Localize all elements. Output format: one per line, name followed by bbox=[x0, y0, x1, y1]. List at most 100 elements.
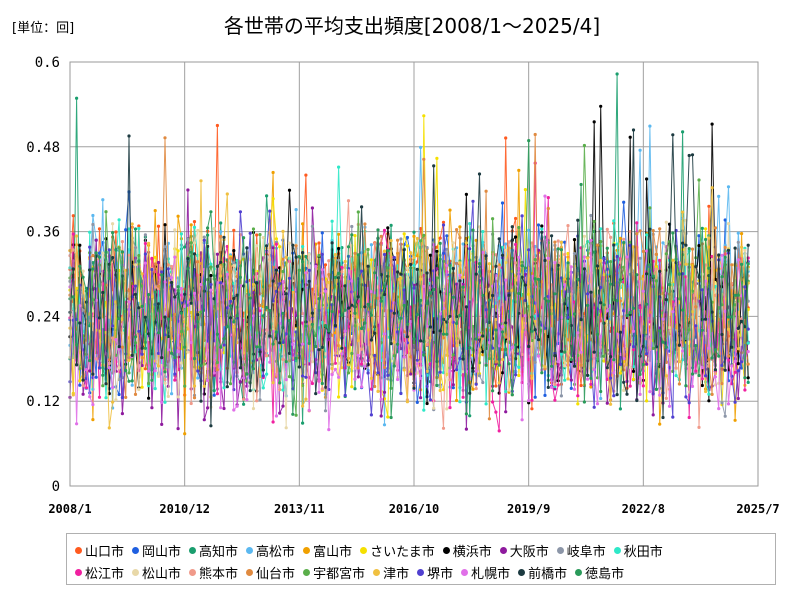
data-point bbox=[192, 291, 197, 295]
data-point bbox=[402, 288, 406, 292]
data-point bbox=[425, 324, 429, 328]
data-point bbox=[337, 395, 341, 399]
data-point bbox=[500, 245, 505, 249]
data-point bbox=[356, 339, 360, 343]
data-point bbox=[369, 290, 373, 294]
data-point bbox=[586, 377, 590, 381]
data-point bbox=[625, 392, 629, 396]
data-point bbox=[133, 246, 138, 250]
data-point bbox=[445, 263, 449, 267]
data-point bbox=[425, 369, 429, 373]
data-point bbox=[107, 358, 111, 362]
data-point bbox=[140, 385, 144, 389]
data-point bbox=[707, 204, 711, 208]
data-point bbox=[360, 269, 364, 273]
data-point bbox=[340, 270, 344, 274]
data-point bbox=[648, 124, 652, 128]
data-point bbox=[143, 252, 147, 256]
legend-marker bbox=[189, 569, 197, 576]
data-point bbox=[435, 249, 439, 253]
data-point bbox=[612, 219, 616, 223]
data-point bbox=[111, 385, 115, 390]
data-point bbox=[576, 277, 580, 281]
data-point bbox=[402, 355, 406, 359]
data-point bbox=[710, 122, 714, 126]
data-point bbox=[589, 238, 593, 242]
data-point bbox=[255, 358, 259, 362]
data-point bbox=[487, 262, 491, 266]
data-point bbox=[559, 349, 564, 353]
legend-item: 秋田市 bbox=[613, 541, 663, 560]
data-point bbox=[582, 255, 587, 259]
legend-item: 松江市 bbox=[75, 563, 124, 582]
data-point bbox=[376, 389, 380, 393]
data-point bbox=[281, 257, 285, 261]
data-point bbox=[330, 366, 334, 371]
data-point bbox=[363, 305, 367, 309]
data-point bbox=[720, 332, 724, 337]
data-point bbox=[494, 328, 498, 332]
data-point bbox=[396, 270, 400, 274]
data-point bbox=[530, 407, 534, 411]
data-point bbox=[497, 381, 501, 385]
data-point bbox=[422, 284, 426, 288]
data-point bbox=[517, 373, 521, 378]
data-point bbox=[281, 269, 285, 274]
data-point bbox=[232, 264, 236, 268]
data-point bbox=[687, 153, 691, 158]
data-point bbox=[114, 369, 118, 373]
data-point bbox=[346, 245, 351, 249]
data-point bbox=[382, 332, 387, 336]
data-point bbox=[435, 245, 439, 249]
data-point bbox=[536, 223, 541, 227]
data-point bbox=[238, 210, 242, 214]
data-point bbox=[592, 219, 596, 224]
data-point bbox=[88, 395, 92, 399]
data-point bbox=[484, 363, 488, 367]
data-point bbox=[451, 383, 455, 387]
data-point bbox=[150, 267, 154, 272]
data-point bbox=[527, 399, 531, 403]
data-point bbox=[183, 292, 187, 296]
data-point bbox=[661, 415, 665, 420]
data-point bbox=[261, 368, 265, 372]
data-point bbox=[405, 244, 409, 248]
data-point bbox=[160, 273, 164, 277]
data-point bbox=[274, 268, 278, 272]
data-point bbox=[137, 329, 141, 333]
data-point bbox=[625, 313, 629, 318]
data-point bbox=[101, 198, 105, 202]
data-point bbox=[631, 329, 636, 333]
data-point bbox=[681, 340, 685, 344]
data-point bbox=[618, 407, 623, 411]
data-point bbox=[720, 275, 724, 279]
data-point bbox=[471, 228, 475, 232]
data-point bbox=[576, 331, 580, 335]
data-point bbox=[251, 407, 256, 411]
data-point bbox=[294, 244, 298, 248]
data-point bbox=[553, 292, 557, 296]
data-point bbox=[563, 350, 567, 354]
data-point bbox=[274, 372, 278, 376]
legend-label: 仙台市 bbox=[256, 567, 296, 582]
data-point bbox=[510, 345, 514, 350]
data-point bbox=[592, 120, 596, 124]
data-point bbox=[81, 383, 85, 388]
data-point bbox=[651, 229, 655, 233]
data-point bbox=[530, 376, 534, 380]
data-point bbox=[366, 264, 370, 268]
data-point bbox=[120, 396, 124, 400]
data-point bbox=[438, 370, 442, 374]
data-point bbox=[504, 248, 508, 252]
data-point bbox=[559, 394, 564, 398]
data-point bbox=[245, 372, 249, 376]
data-point bbox=[189, 401, 193, 406]
data-point bbox=[232, 249, 236, 253]
data-point bbox=[281, 340, 285, 344]
legend-label: 松山市 bbox=[142, 567, 182, 582]
data-point bbox=[222, 343, 226, 347]
data-point bbox=[140, 356, 144, 360]
data-point bbox=[487, 298, 491, 302]
legend-item: 札幌市 bbox=[461, 563, 510, 582]
data-point bbox=[281, 280, 285, 284]
